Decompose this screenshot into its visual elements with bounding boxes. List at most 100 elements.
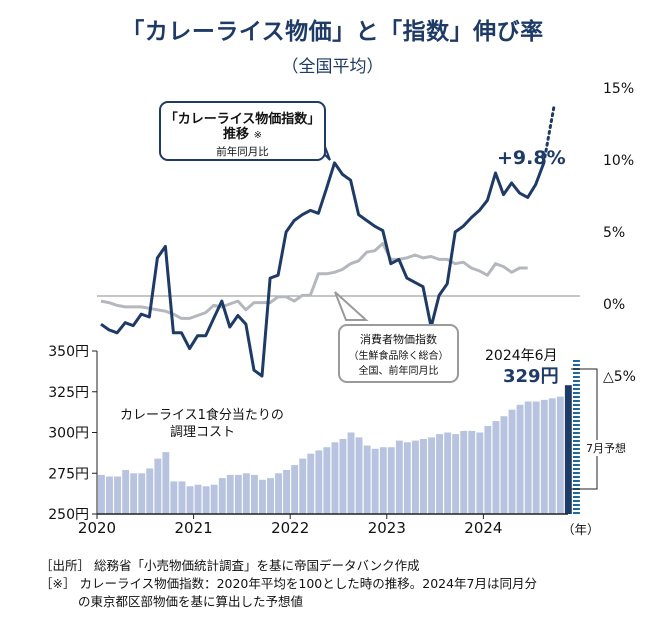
cost-bar: [508, 409, 516, 514]
line-y-tick-label: 15%: [603, 81, 634, 97]
forecast-bar-stripe: [573, 408, 580, 410]
source-note-1: ［出所］ 総務省「小売物価統計調査」を基に帝国データバンク作成: [40, 558, 420, 573]
index-callout-line1: 「カレーライス物価指数」: [164, 112, 321, 127]
cost-bar: [323, 447, 331, 514]
forecast-bar-stripe: [573, 452, 580, 454]
forecast-bar-stripe: [573, 436, 580, 438]
line-y-tick-label: △5%: [603, 369, 636, 385]
forecast-bar-stripe: [573, 480, 580, 482]
cost-bar: [178, 481, 186, 514]
cost-bar: [387, 447, 395, 514]
x-year-label: 2022: [271, 519, 309, 537]
cost-bar: [259, 479, 266, 514]
cost-bar: [122, 470, 130, 514]
forecast-bar-stripe: [573, 456, 580, 458]
forecast-bar-stripe: [573, 372, 580, 374]
forecast-bar-stripe: [573, 420, 580, 422]
forecast-bar-stripe: [573, 492, 580, 494]
forecast-bar-stripe: [573, 512, 580, 514]
cpi-callout-line1: 消費者物価指数: [360, 333, 437, 346]
forecast-bar-stripe: [573, 392, 580, 394]
index-forecast-line: [542, 103, 556, 165]
cost-bar: [162, 452, 170, 514]
cost-series-label-2: 調理コスト: [170, 425, 236, 440]
cost-bar: [403, 442, 411, 514]
forecast-bar-stripe: [573, 476, 580, 478]
cost-bar: [436, 434, 443, 514]
forecast-bar-stripe: [573, 440, 580, 442]
forecast-bar-stripe: [573, 484, 580, 486]
forecast-bar-stripe: [573, 444, 580, 446]
cost-bar: [444, 432, 452, 514]
latest-cost-month: 2024年6月: [485, 348, 558, 364]
latest-cost-value: 329円: [503, 366, 559, 387]
cost-bar: [251, 474, 258, 514]
cost-bar: [234, 474, 242, 514]
cpi-callout: 消費者物価指数 （生鮮食品除く総合） 全国、前年同月比: [338, 324, 459, 383]
forecast-bar-stripe: [573, 508, 580, 510]
cost-bar: [428, 437, 435, 514]
forecast-bar-stripe: [573, 416, 580, 418]
bar-y-tick-label: 275円: [48, 466, 89, 482]
cost-bar: [524, 401, 532, 514]
forecast-bar-stripe: [573, 400, 580, 402]
cost-bar: [130, 473, 138, 515]
bar-y-tick-label: 350円: [48, 344, 89, 360]
forecast-bar-stripe: [573, 376, 580, 378]
cpi-callout-pointer: [334, 291, 369, 321]
cost-bar: [412, 440, 419, 514]
cost-bar: [226, 474, 234, 514]
cost-bar: [106, 476, 113, 514]
cost-series-label-1: カレーライス1食分当たりの: [120, 408, 284, 423]
cost-bar: [170, 481, 178, 514]
index-line: [100, 161, 546, 378]
cost-bar: [275, 473, 282, 515]
forecast-bar-stripe: [573, 468, 580, 470]
cost-bar: [283, 470, 290, 514]
cost-bar: [315, 450, 323, 514]
forecast-bar-stripe: [573, 504, 580, 506]
forecast-bar-stripe: [573, 396, 580, 398]
x-year-label: 2023: [368, 519, 406, 537]
bar-y-tick-label: 300円: [48, 426, 89, 442]
forecast-bar-stripe: [573, 404, 580, 406]
forecast-bar-stripe: [573, 472, 580, 474]
forecast-bar-stripe: [573, 360, 580, 362]
source-note-3: の東京都区部物価を基に算出した予想値: [78, 594, 304, 609]
cost-bar: [500, 416, 508, 514]
forecast-bar-stripe: [573, 428, 580, 430]
forecast-bar-stripe: [573, 432, 580, 434]
cost-bar: [194, 484, 202, 514]
line-y-tick-label: 5%: [603, 225, 625, 241]
cost-bar: [395, 440, 403, 514]
cost-bar: [98, 474, 105, 514]
x-year-label: 2021: [175, 519, 213, 537]
cost-bar: [468, 430, 476, 514]
index-callout-line2: 推移: [223, 127, 250, 142]
forecast-bar-stripe: [573, 412, 580, 414]
bar-y-tick-label: 325円: [48, 385, 89, 401]
cost-bar: [138, 473, 146, 515]
cpi-callout-line3: 全国、前年同月比: [358, 366, 439, 377]
forecast-bar-stripe: [573, 424, 580, 426]
line-y-tick-label: 10%: [603, 153, 634, 169]
cost-bar: [556, 396, 564, 514]
forecast-bar-stripe: [573, 388, 580, 390]
line-y-tick-label: 0%: [603, 297, 625, 313]
forecast-bar-stripe: [573, 460, 580, 462]
cost-bar: [218, 478, 226, 514]
cost-bar: [242, 473, 250, 515]
cost-bar: [371, 448, 379, 514]
forecast-bar-stripe: [573, 500, 580, 502]
cpi-callout-line2: （生鮮食品除く総合）: [348, 351, 449, 362]
x-year-label: 2020: [78, 519, 116, 537]
source-note-2: ［※］ カレーライス物価指数：2020年平均を100とした時の推移。2024年7…: [40, 576, 538, 591]
cost-bar: [492, 421, 500, 514]
cost-bar: [299, 458, 307, 514]
chart-subtitle: （全国平均）: [281, 57, 384, 77]
index-callout-mark: ※: [253, 130, 262, 141]
bar-y-tick-label: 250円: [48, 507, 89, 523]
index-callout-line3: 前年同月比: [216, 146, 269, 158]
cost-bar: [154, 458, 162, 514]
